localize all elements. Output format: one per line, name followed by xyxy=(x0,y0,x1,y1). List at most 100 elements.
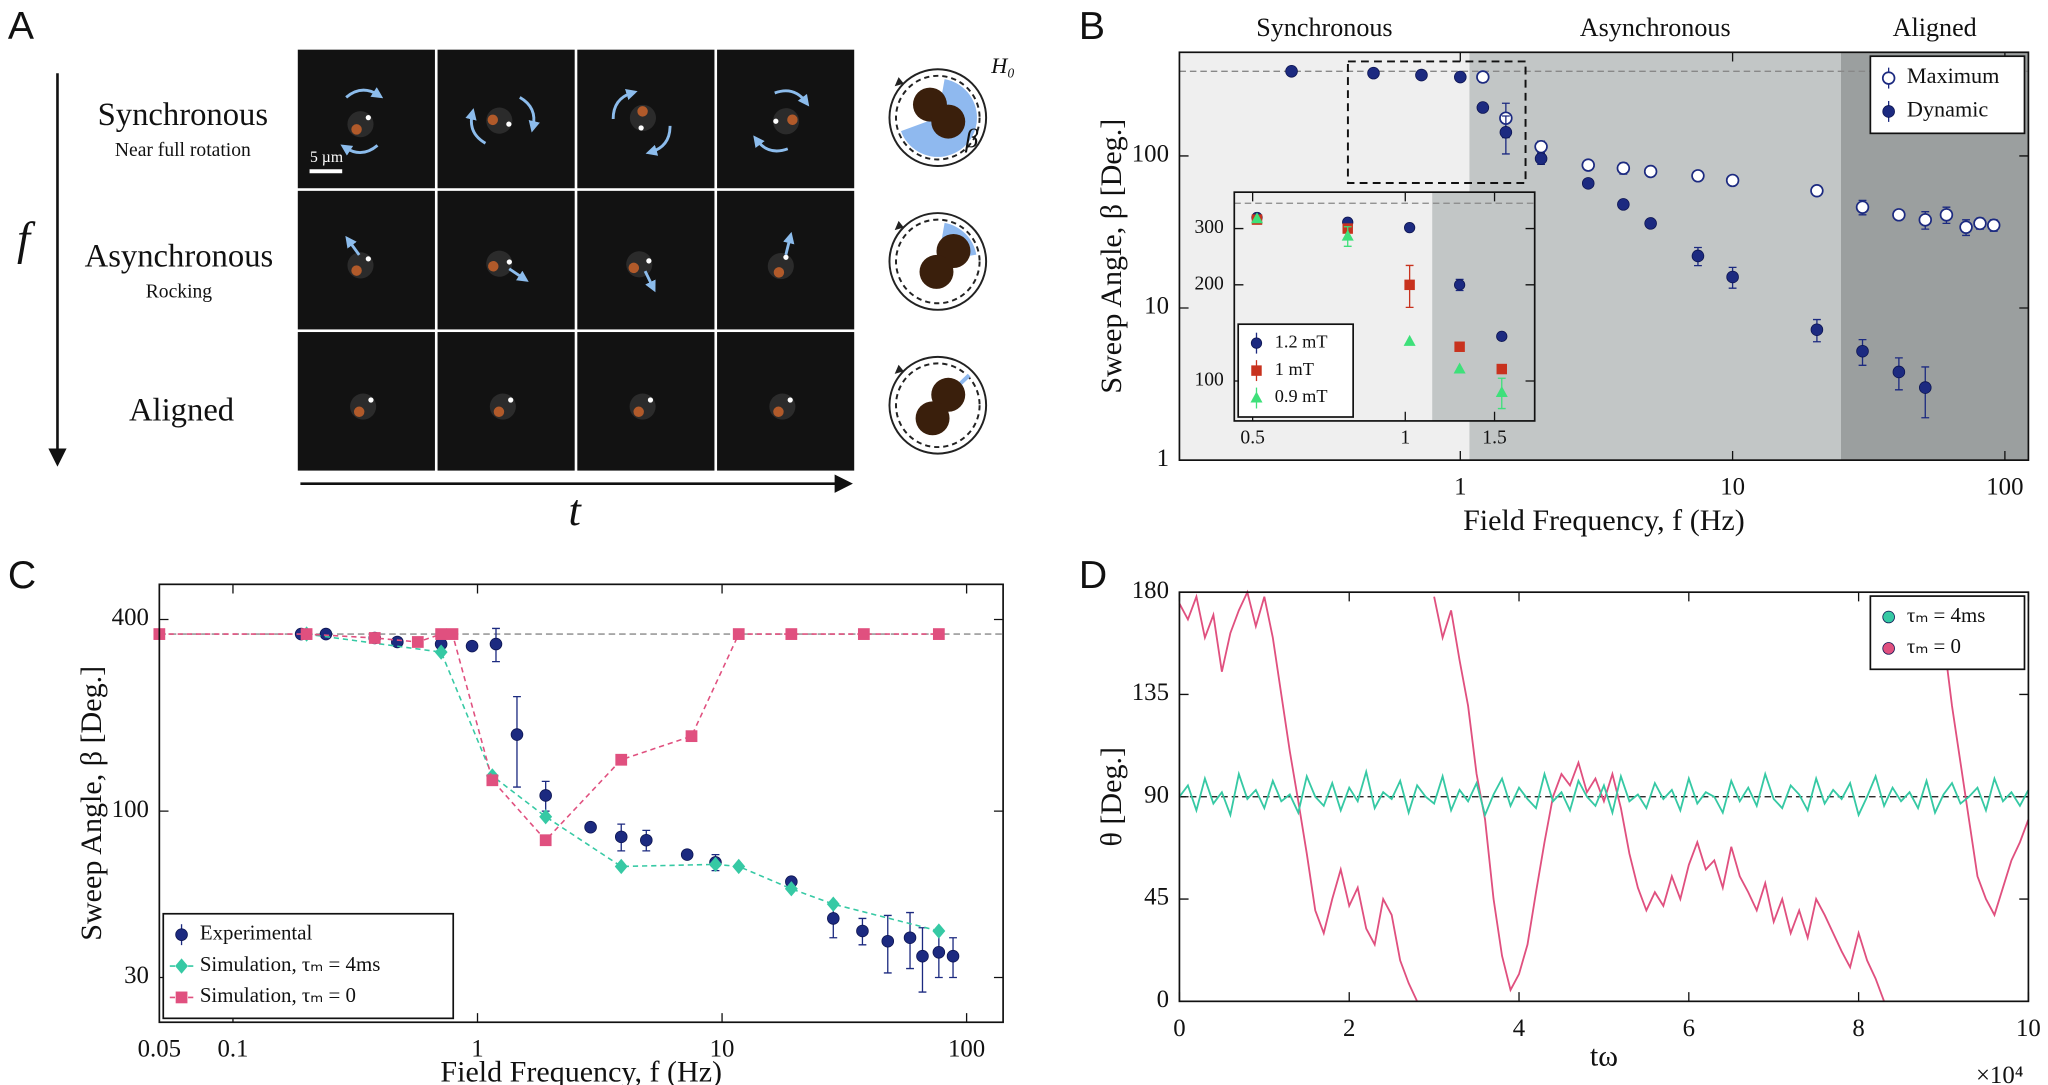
data-point xyxy=(784,881,798,897)
connecting-line xyxy=(159,633,939,842)
row-subtitle: Near full rotation xyxy=(115,140,251,161)
data-point xyxy=(489,637,503,651)
y-tick-label: 100 xyxy=(112,796,149,823)
panel-a: A Synchronous Near full rotation Asynchr… xyxy=(8,5,1015,535)
data-point xyxy=(1496,363,1507,375)
legend-marker xyxy=(1882,105,1895,118)
data-point xyxy=(1415,68,1428,82)
data-point xyxy=(1367,66,1380,80)
data-point xyxy=(932,946,946,959)
data-point xyxy=(1454,341,1465,352)
y-tick-label: 90 xyxy=(1144,781,1169,808)
particle xyxy=(629,393,656,420)
dashed-circle xyxy=(895,362,981,449)
data-point xyxy=(435,628,448,640)
plot-frame xyxy=(1178,51,2030,461)
x-tick-label: 10 xyxy=(2016,1015,2041,1042)
legend-marker xyxy=(175,991,188,1004)
data-point xyxy=(1939,208,1954,222)
data-point xyxy=(1810,184,1824,198)
data-point xyxy=(1973,216,1987,231)
field-circle xyxy=(888,212,988,311)
data-point xyxy=(614,858,628,875)
y-tick-label: 45 xyxy=(1144,884,1169,911)
data-point xyxy=(1892,208,1906,222)
region-label: Aligned xyxy=(1893,13,1977,42)
x-tick-label: 0 xyxy=(1173,1015,1185,1042)
axis-label: t xyxy=(569,485,583,535)
field-circle xyxy=(888,68,988,167)
data-point xyxy=(1285,65,1298,78)
data-point xyxy=(411,636,424,648)
zoom-box xyxy=(1346,60,1527,184)
y-tick-label: 400 xyxy=(112,604,149,631)
data-point xyxy=(465,639,479,653)
data-point xyxy=(1581,177,1595,190)
legend-label: 1.2 mT xyxy=(1275,331,1328,351)
y-tick-label: 0 xyxy=(1157,986,1169,1013)
data-point xyxy=(615,753,628,766)
panel-label: C xyxy=(8,554,36,597)
data-point xyxy=(881,934,895,948)
y-tick-label: 100 xyxy=(1132,141,1169,168)
data-point xyxy=(1454,279,1466,291)
particle xyxy=(350,393,377,420)
x-tick-label: 2 xyxy=(1343,1015,1355,1042)
region-label: Synchronous xyxy=(1256,13,1392,42)
panel-label: A xyxy=(8,5,35,48)
data-point xyxy=(1855,200,1870,214)
particle xyxy=(347,252,374,279)
chart: 0.05 0.1 1 10 100 30 100 400 Experimental Simulat… xyxy=(8,554,1004,1085)
data-point xyxy=(1643,164,1658,179)
data-point xyxy=(685,730,698,743)
data-point xyxy=(1496,330,1508,342)
data-point xyxy=(1644,217,1657,230)
plot-frame xyxy=(1233,191,1536,422)
field-circle xyxy=(888,355,988,455)
data-point xyxy=(1495,386,1508,398)
field-label: H₀ xyxy=(990,53,1015,78)
x-tick-label: 0.05 xyxy=(138,1036,181,1063)
x-tick-label: 1 xyxy=(1454,474,1466,501)
data-point xyxy=(1476,70,1490,84)
arrowhead xyxy=(894,364,904,374)
connecting-line xyxy=(306,633,940,932)
legend-label: τₘ = 4ms xyxy=(1907,603,1985,627)
chart: Synchronous Asynchronous Aligned 1 10 100 1 10 1… xyxy=(1079,5,2030,537)
data-point xyxy=(1617,198,1630,211)
data-point xyxy=(539,834,552,847)
row-title: Aligned xyxy=(129,393,234,429)
data-point xyxy=(1987,218,2001,233)
particle xyxy=(489,393,516,420)
data-point xyxy=(1534,139,1548,154)
data-point xyxy=(1810,323,1824,337)
data-point xyxy=(932,923,946,939)
legend-box xyxy=(162,912,455,1020)
data-point xyxy=(1726,270,1739,284)
panel-label: B xyxy=(1079,5,1105,48)
data-point xyxy=(827,912,840,925)
row-subtitle: Rocking xyxy=(146,281,213,302)
x-axis-label: Field Frequency, f (Hz) xyxy=(440,1054,722,1085)
data-point xyxy=(368,632,381,644)
axis-label: f xyxy=(17,213,36,265)
region-shading xyxy=(1432,192,1535,421)
x-multiplier: ×10⁴ xyxy=(1976,1062,2023,1085)
dashed-circle xyxy=(895,74,981,161)
y-tick-label: 300 xyxy=(1194,217,1224,238)
x-axis-label: tω xyxy=(1590,1039,1618,1073)
data-point xyxy=(391,635,404,649)
angle-label: β xyxy=(964,124,978,153)
x-tick-label: 6 xyxy=(1683,1015,1695,1042)
legend-label: τₘ = 0 xyxy=(1907,634,1961,658)
data-point xyxy=(709,856,722,873)
arrowhead xyxy=(894,220,904,231)
sphere xyxy=(919,254,954,289)
scale-bar-label: 5 µm xyxy=(310,149,343,166)
data-point xyxy=(486,774,499,787)
data-point xyxy=(1476,101,1490,114)
series-line xyxy=(1178,768,2030,819)
y-tick-label: 180 xyxy=(1132,577,1169,604)
